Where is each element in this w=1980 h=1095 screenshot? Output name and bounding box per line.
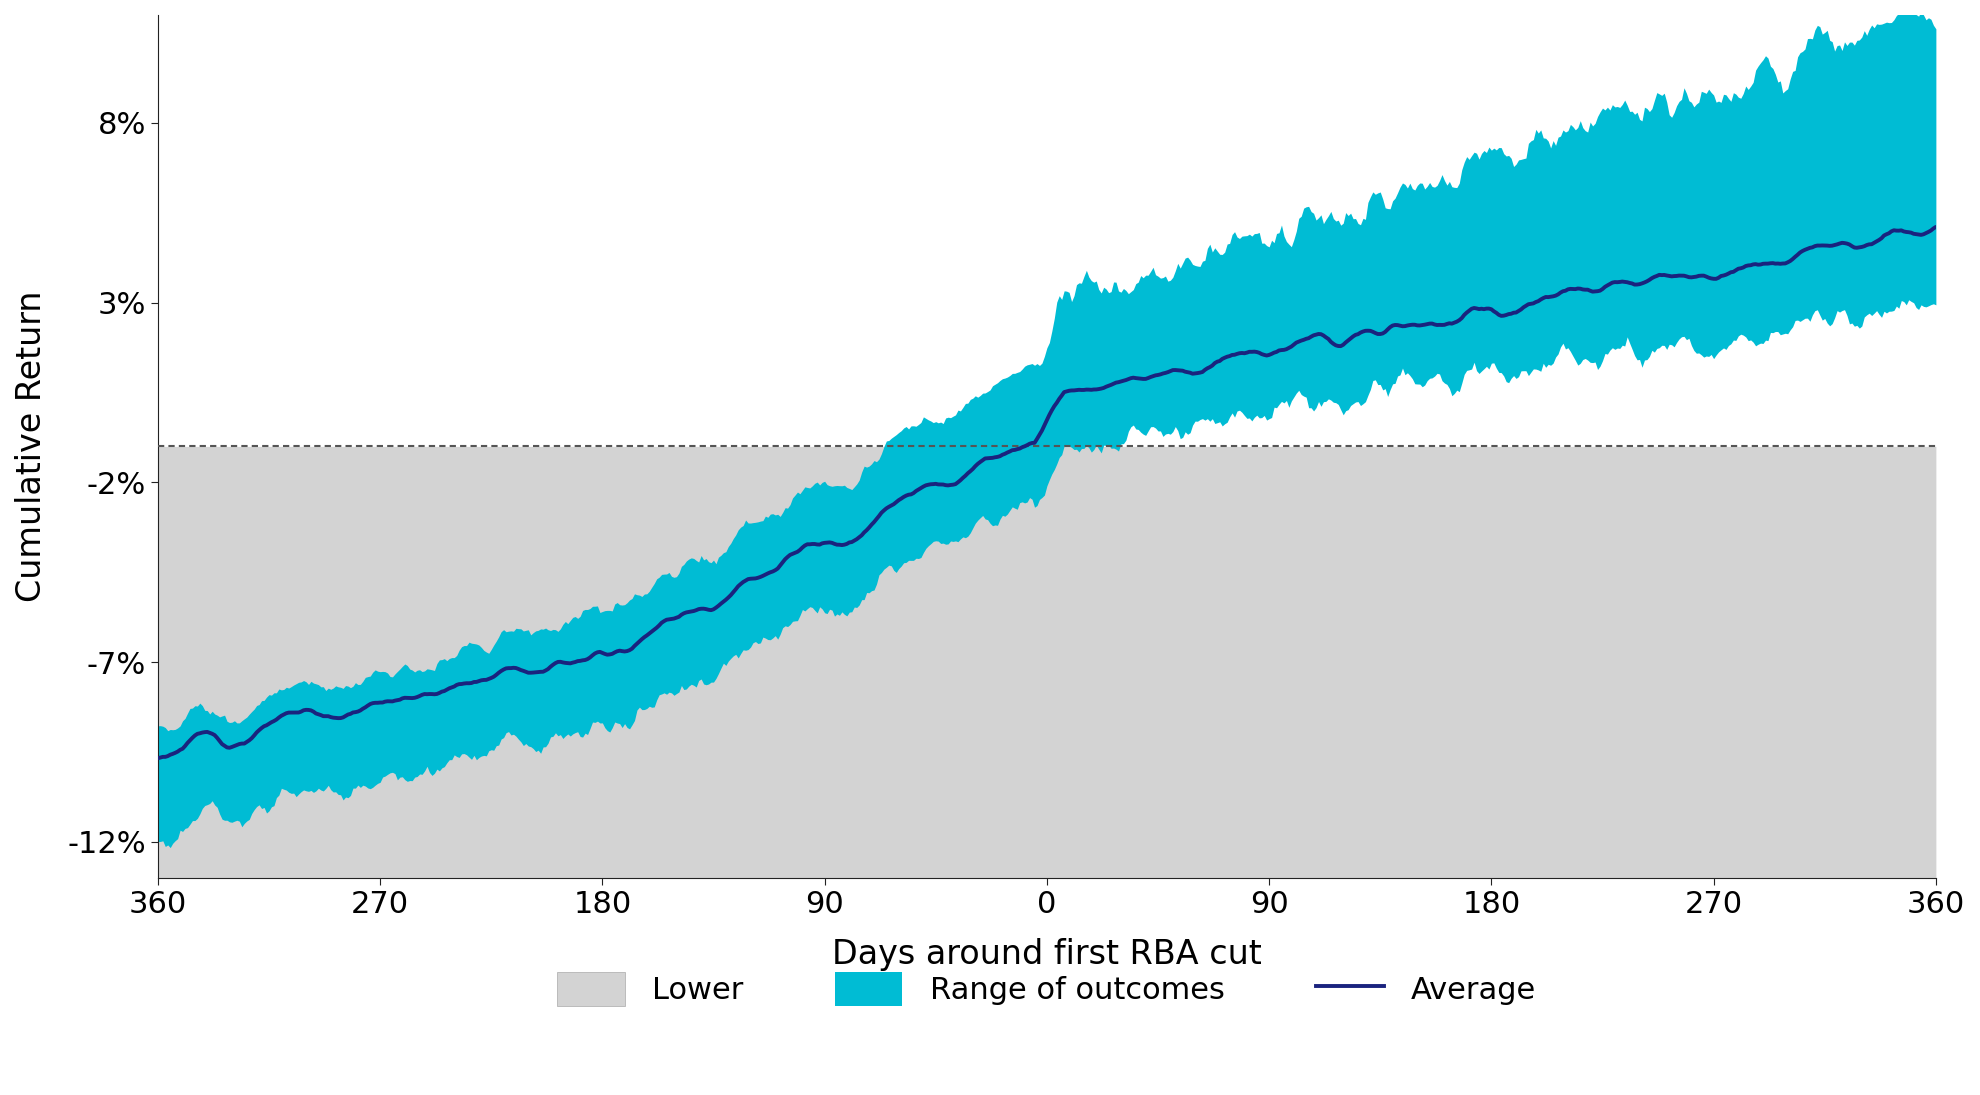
Y-axis label: Cumulative Return: Cumulative Return <box>16 290 48 602</box>
X-axis label: Days around first RBA cut: Days around first RBA cut <box>832 938 1261 971</box>
Legend: Lower, Range of outcomes, Average: Lower, Range of outcomes, Average <box>544 960 1548 1018</box>
